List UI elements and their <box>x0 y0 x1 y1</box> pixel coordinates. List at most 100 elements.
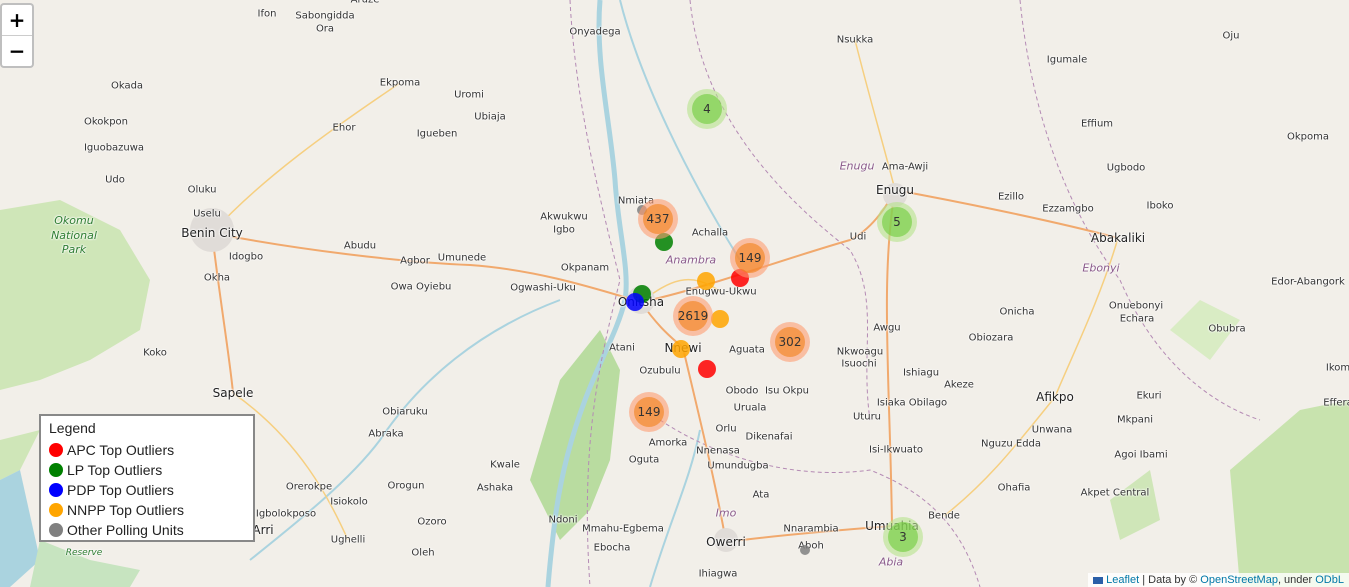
place-label: Idogbo <box>228 251 264 263</box>
marker-cluster[interactable]: 437 <box>638 199 678 239</box>
place-label: Orerokpe <box>285 481 333 493</box>
place-label: Akeze <box>944 379 974 391</box>
marker-apc[interactable] <box>698 360 716 378</box>
marker-cluster[interactable]: 3 <box>883 517 923 557</box>
place-label: Okha <box>203 272 231 284</box>
marker-nnpp[interactable] <box>672 340 690 358</box>
place-label: Ifon <box>257 8 277 20</box>
marker-cluster[interactable]: 4 <box>687 89 727 129</box>
place-label: Uromi <box>454 89 484 101</box>
place-label: Effium <box>1080 118 1114 130</box>
place-label: Ora <box>315 23 335 35</box>
place-label: Aboh <box>798 540 824 552</box>
place-label: Enugu <box>839 159 875 173</box>
legend-item: APC Top Outliers <box>49 440 245 460</box>
marker-cluster[interactable]: 149 <box>629 392 669 432</box>
legend-label: NNPP Top Outliers <box>67 502 184 518</box>
place-label: Kwale <box>490 459 520 471</box>
place-label: Ndoni <box>548 514 578 526</box>
road <box>725 525 893 543</box>
ukraine-flag-icon <box>1093 576 1104 584</box>
place-label: Ihiagwa <box>698 568 738 580</box>
place-label: Enugu <box>875 183 915 197</box>
place-label: Okokpon <box>83 116 129 128</box>
odbl-link[interactable]: ODbL <box>1315 574 1344 586</box>
place-label: Ehor <box>332 122 356 134</box>
place-label: Onyadega <box>569 26 621 38</box>
place-label: Edor-Abangork <box>1271 276 1345 288</box>
place-label: Abia <box>878 555 904 569</box>
place-label: Unwana <box>1031 424 1073 436</box>
place-label: Ashaka <box>476 482 514 494</box>
road <box>640 189 896 303</box>
osm-link[interactable]: OpenStreetMap <box>1200 574 1278 586</box>
place-label: Abraka <box>368 428 404 440</box>
place-label: Igbolokposo <box>255 508 317 520</box>
legend-nnpp-swatch <box>49 503 63 517</box>
road <box>682 347 727 543</box>
place-label: Atani <box>609 342 635 354</box>
place-label: Ozubulu <box>639 365 681 377</box>
river-niger <box>545 0 629 587</box>
place-label: Ebonyi <box>1082 261 1120 275</box>
marker-nnpp[interactable] <box>697 272 715 290</box>
marker-nnpp[interactable] <box>711 310 729 328</box>
place-label: Abudu <box>343 240 377 252</box>
place-label: Owa Oyiebu <box>390 281 452 293</box>
marker-cluster[interactable]: 2619 <box>673 296 713 336</box>
marker-pdp[interactable] <box>626 293 644 311</box>
place-label: Effera <box>1323 397 1349 409</box>
place-label: Ugbodo <box>1106 162 1146 174</box>
zoom-out-button[interactable]: − <box>8 39 26 63</box>
place-label: Onuebonyi <box>1108 300 1164 312</box>
place-label: Igbo <box>553 224 575 236</box>
forest-area <box>1110 470 1160 540</box>
place-label: Isiokolo <box>330 496 368 508</box>
road <box>211 232 234 394</box>
place-label: Enugwu-Ukwu <box>685 286 757 298</box>
place-label: Sabongidda <box>295 10 355 22</box>
river <box>649 429 701 587</box>
forest-area <box>0 430 40 480</box>
place-label: Ama-Awji <box>881 161 929 173</box>
place-label: Okpoma <box>1287 131 1329 143</box>
place-label: Nkwoagu <box>836 346 884 358</box>
place-label: Abakaliki <box>1090 231 1146 245</box>
road <box>211 232 642 303</box>
marker-cluster[interactable]: 302 <box>770 322 810 362</box>
cluster-count: 4 <box>692 94 722 124</box>
marker-other[interactable] <box>800 545 810 555</box>
place-label: Iboko <box>1146 200 1174 212</box>
place-label: Ata <box>752 489 770 501</box>
place-label: Obiozara <box>968 332 1014 344</box>
place-label: Nsukka <box>836 34 874 46</box>
legend-item: LP Top Outliers <box>49 460 245 480</box>
place-label: Ezillo <box>997 191 1025 203</box>
legend-pdp-swatch <box>49 483 63 497</box>
place-label: Sapele <box>212 386 254 400</box>
place-label: Nguzu Edda <box>980 438 1042 450</box>
map-attribution: Leaflet | Data by © OpenStreetMap, under… <box>1088 573 1349 587</box>
road <box>211 82 401 234</box>
cluster-count: 5 <box>882 207 912 237</box>
forest-area <box>1230 400 1349 587</box>
cluster-count: 2619 <box>678 301 708 331</box>
leaflet-link[interactable]: Leaflet <box>1106 574 1140 586</box>
cluster-count: 3 <box>888 522 918 552</box>
marker-cluster[interactable]: 149 <box>730 238 770 278</box>
place-label: Park <box>61 243 87 256</box>
zoom-in-button[interactable]: + <box>2 5 32 36</box>
place-label: Oleh <box>411 547 435 559</box>
marker-cluster[interactable]: 5 <box>877 202 917 242</box>
place-label: Amorka <box>648 437 688 449</box>
place-label: Akwukwu <box>540 211 588 223</box>
place-label: Obodo <box>725 385 759 397</box>
place-label: Obubra <box>1208 323 1246 335</box>
place-label: Owerri <box>706 535 746 549</box>
state-border <box>1019 0 1261 421</box>
place-label: Isu Okpu <box>764 385 810 397</box>
zoom-control: + − <box>0 3 34 68</box>
water-body <box>30 540 140 587</box>
